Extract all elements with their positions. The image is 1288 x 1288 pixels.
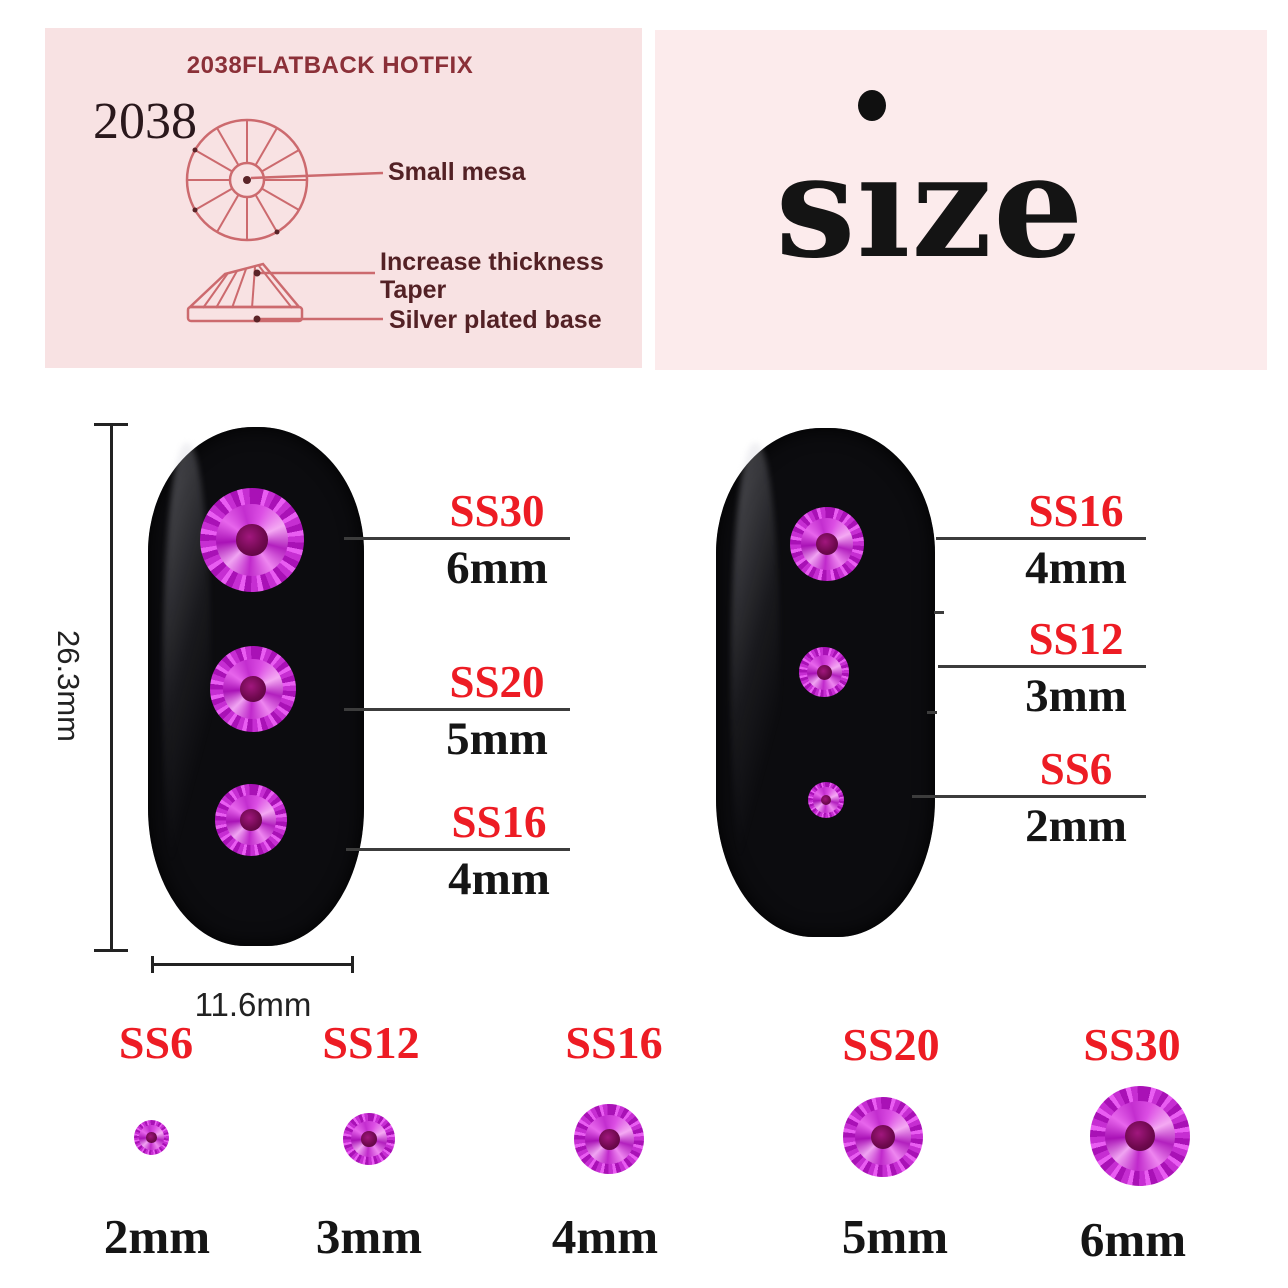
rhinestone-left-ss16 — [215, 784, 287, 856]
spec-panel-title: 2038FLATBACK HOTFIX — [186, 52, 474, 79]
rhinestone-sample-ss20 — [843, 1097, 923, 1177]
height-dimension-tick-top — [94, 423, 128, 426]
leader-line — [936, 537, 1146, 540]
callout-mm-label: 2mm — [1025, 800, 1127, 852]
callout-ss-label: SS20 — [449, 657, 545, 707]
size-row-ss-label: SS6 — [118, 1017, 194, 1068]
nail-height-label: 26.3mm — [51, 630, 86, 742]
top-view-dots — [192, 147, 280, 235]
height-dimension-tick-bottom — [94, 949, 128, 952]
width-dimension-tick-left — [151, 956, 154, 973]
size-panel-title: sıze — [775, 124, 1085, 290]
callout-mm-label: 5mm — [446, 713, 548, 765]
top-view-diagram — [185, 118, 384, 242]
label-silver-plated-base: Silver plated base — [389, 306, 602, 334]
nail-width-label: 11.6mm — [194, 986, 312, 1023]
edge-tick — [934, 611, 944, 614]
rhinestone-left-ss30 — [200, 488, 304, 592]
size-row-mm-label: 2mm — [103, 1209, 211, 1264]
label-small-mesa: Small mesa — [388, 158, 526, 186]
model-number: 2038 — [93, 93, 197, 150]
callout-mm-label: 6mm — [446, 542, 548, 594]
width-dimension-tick-right — [351, 956, 354, 973]
size-row-ss-label: SS12 — [322, 1017, 420, 1068]
size-panel — [655, 30, 1267, 370]
rhinestone-schematic-diagram — [185, 118, 384, 323]
rhinestone-sample-ss12 — [343, 1113, 395, 1165]
leader-line — [346, 848, 570, 851]
callout-ss-label: SS30 — [449, 486, 545, 536]
callout-mm-label: 3mm — [1025, 670, 1127, 722]
size-row-mm-label: 4mm — [551, 1209, 659, 1264]
side-view-dots — [253, 269, 261, 323]
size-row-mm-label: 6mm — [1079, 1212, 1187, 1267]
leader-line — [912, 795, 1146, 798]
callout-ss-label: SS12 — [1028, 614, 1124, 664]
rhinestone-right-ss12 — [799, 647, 849, 697]
label-increase-thickness: Increase thickness — [380, 248, 604, 276]
rhinestone-right-ss6 — [808, 782, 844, 818]
rhinestone-sample-ss16 — [574, 1104, 644, 1174]
callout-ss-label: SS6 — [1039, 744, 1113, 794]
edge-tick — [927, 711, 937, 714]
size-row-ss-label: SS16 — [565, 1017, 663, 1068]
size-row-mm-label: 5mm — [841, 1209, 949, 1264]
leader-line — [344, 537, 570, 540]
size-title-dot — [858, 90, 886, 121]
side-view-diagram — [186, 262, 383, 323]
callout-mm-label: 4mm — [1025, 542, 1127, 594]
callout-ss-label: SS16 — [451, 797, 547, 847]
size-row-ss-label: SS20 — [842, 1019, 940, 1070]
size-row-mm-label: 3mm — [315, 1209, 423, 1264]
leader-line — [344, 708, 570, 711]
rhinestone-right-ss16 — [790, 507, 864, 581]
rhinestone-sample-ss6 — [134, 1120, 169, 1155]
rhinestone-sample-ss30 — [1090, 1086, 1190, 1186]
height-dimension-line — [110, 424, 113, 952]
callout-ss-label: SS16 — [1028, 486, 1124, 536]
rhinestone-left-ss20 — [210, 646, 296, 732]
spec-panel: 2038FLATBACK HOTFIX 2038 — [45, 28, 642, 368]
label-taper: Taper — [380, 276, 447, 304]
size-row-ss-label: SS30 — [1083, 1019, 1181, 1070]
leader-line — [938, 665, 1146, 668]
callout-mm-label: 4mm — [448, 853, 550, 905]
width-dimension-line — [152, 963, 354, 966]
